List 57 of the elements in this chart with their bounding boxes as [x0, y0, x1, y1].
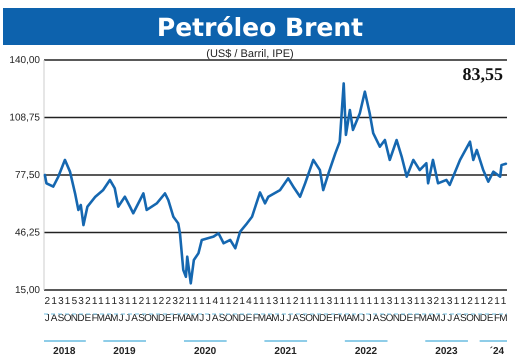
x-tick-label: 2 J	[44, 296, 51, 324]
x-tick-label: 1 A	[265, 296, 272, 324]
annotation: 83,55	[462, 64, 503, 84]
x-tick-label: 1 M	[190, 296, 200, 324]
x-tick-label: 4 A	[212, 296, 219, 324]
x2-tick-label: 2020	[194, 346, 217, 358]
y-tick-label: 108,75	[9, 112, 40, 124]
x-tick-label: 1 S	[460, 296, 468, 324]
x-tick-label: 1 D	[318, 296, 326, 324]
x-tick-label: 2 A	[292, 296, 300, 324]
y-tick-label: 46,25	[14, 228, 40, 239]
x-tick-label: 5 N	[70, 296, 78, 324]
x-tick-label: 3 M	[271, 296, 280, 324]
x-tick-label: 2 D	[158, 296, 166, 324]
x-tick-label: 1 M	[110, 296, 118, 324]
x-tick-label: 1 A	[104, 296, 112, 324]
x2-tick-label: 2019	[113, 346, 136, 358]
chart-title: Petróleo Brent	[156, 13, 364, 42]
y-tick-label: 77,50	[14, 170, 40, 182]
x-tick-label: 1 S	[299, 296, 306, 324]
x2-tick-label: 2018	[53, 346, 76, 358]
x-tick-label: 1 M	[418, 296, 427, 324]
x-tick-label: 1 N	[392, 296, 400, 324]
x-tick-label: 1 M	[96, 296, 106, 324]
x-tick-label: 2 M	[432, 296, 440, 324]
x-tick-label: 3 A	[426, 296, 434, 324]
x-tick-label: 1 N	[473, 296, 480, 324]
x-tick-label: 1 M	[499, 296, 508, 324]
line-series	[44, 82, 508, 285]
x-tick-label: 1 A	[453, 296, 460, 324]
x-tick-label: 2 N	[232, 296, 240, 324]
x-tick-label: 1 A	[50, 296, 58, 324]
x2-tick-label: ´24	[490, 346, 505, 358]
x-tick-label: 1 M	[352, 296, 360, 324]
chart-subtitle: (US$ / Barril, IPE)	[206, 48, 294, 60]
x-tick-label: 1 N	[312, 296, 320, 324]
x-tick-label: 1 M	[338, 296, 347, 324]
x-tick-label: 1 A	[185, 296, 192, 324]
y-tick-label: 15,00	[14, 285, 40, 296]
x-tick-label: 1 O	[144, 296, 152, 324]
x-tick-label: 1 J	[199, 296, 206, 324]
x2-tick-label: 2021	[274, 346, 298, 358]
x-tick-label: 1 M	[258, 296, 266, 324]
x-tick-label: 1 D	[480, 296, 488, 324]
x-tick-label: 2 O	[466, 296, 474, 324]
x2-tick-label: 2022	[354, 346, 378, 358]
x-tick-label: 1 A	[346, 296, 353, 324]
y-tick-label: 140,00	[9, 55, 40, 66]
x-tick-label: 1 J	[360, 296, 366, 324]
x-tick-label: 1 J	[366, 296, 372, 324]
x-tick-label: 1 A	[131, 296, 138, 324]
x-tick-label: 2 S	[138, 296, 146, 324]
x-tick-label: 1 A	[372, 296, 380, 324]
x-tick-label: 2 M	[177, 296, 186, 324]
x-tick-label: 1 O	[305, 296, 314, 324]
x-tick-label: 1 N	[151, 296, 158, 324]
x2-tick-label: 2023	[435, 346, 458, 358]
